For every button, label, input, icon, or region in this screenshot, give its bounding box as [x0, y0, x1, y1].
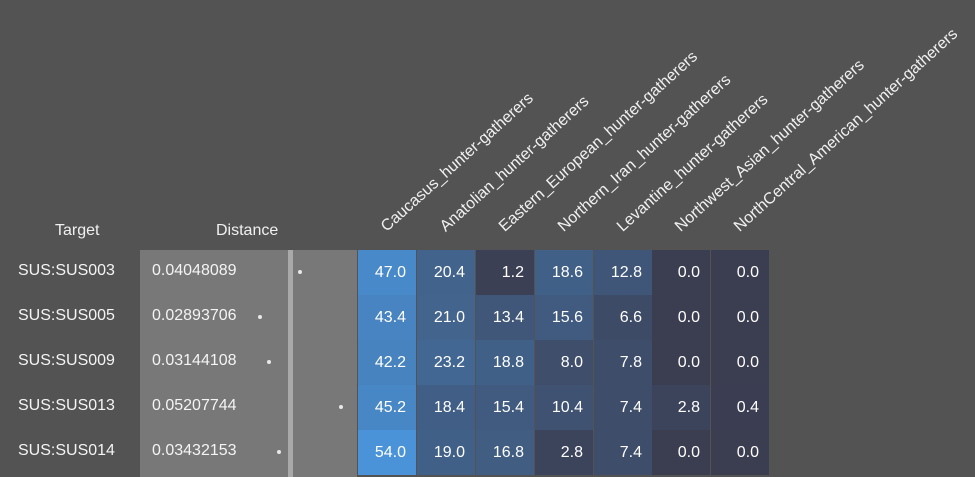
target-label: SUS:SUS005 [18, 307, 115, 324]
heatmap-cell: 7.4 [594, 430, 652, 475]
heatmap-cell: 18.4 [417, 385, 475, 430]
heatmap-cell: 0.4 [711, 385, 769, 430]
heatmap-cell: 43.4 [358, 295, 416, 340]
distance-header: Distance [216, 222, 279, 239]
heatmap-cell: 7.8 [594, 340, 652, 385]
heatmap-cell: 0.0 [711, 250, 769, 295]
distance-value: 0.05207744 [152, 397, 237, 414]
heatmap-cell: 12.8 [594, 250, 652, 295]
target-label: SUS:SUS003 [18, 262, 115, 279]
heatmap-cell: 54.0 [358, 430, 416, 475]
heatmap-cell: 20.4 [417, 250, 475, 295]
target-label: SUS:SUS014 [18, 442, 115, 459]
heatmap-cell: 0.0 [652, 295, 710, 340]
heatmap-cell: 13.4 [476, 295, 534, 340]
target-label: SUS:SUS009 [18, 352, 115, 369]
heatmap-cell: 2.8 [535, 430, 593, 475]
heatmap-cell: 2.8 [652, 385, 710, 430]
heatmap-cell: 18.6 [535, 250, 593, 295]
heatmap-cell: 0.0 [711, 430, 769, 475]
column-header: NorthCentral_American_hunter-gatherers [730, 25, 962, 236]
heatmap-cell: 1.2 [476, 250, 534, 295]
heatmap-cell: 0.0 [711, 340, 769, 385]
heatmap-cell: 19.0 [417, 430, 475, 475]
distance-dot [339, 405, 343, 409]
distance-value: 0.03144108 [152, 352, 237, 369]
heatmap-cell: 7.4 [594, 385, 652, 430]
table-row: SUS:SUS013 0.05207744 45.2 18.4 15.4 10.4 7.4 2… [0, 385, 975, 430]
distance-value: 0.02893706 [152, 307, 237, 324]
heatmap-cell: 18.8 [476, 340, 534, 385]
target-header: Target [55, 222, 100, 239]
distance-dot [267, 360, 271, 364]
heatmap-cell: 0.0 [711, 295, 769, 340]
table-row: SUS:SUS009 0.03144108 42.2 23.2 18.8 8.0 7.8 0.… [0, 340, 975, 385]
distance-value: 0.04048089 [152, 262, 237, 279]
heatmap-cell: 0.0 [652, 430, 710, 475]
heatmap-cell: 42.2 [358, 340, 416, 385]
distance-divider [288, 250, 293, 477]
heatmap-cell: 23.2 [417, 340, 475, 385]
heatmap-cell: 47.0 [358, 250, 416, 295]
heatmap-cell: 21.0 [417, 295, 475, 340]
heatmap-cell: 15.6 [535, 295, 593, 340]
heatmap-cell: 6.6 [594, 295, 652, 340]
distance-panel [140, 250, 357, 477]
heatmap-cell: 0.0 [652, 250, 710, 295]
heatmap-cell: 45.2 [358, 385, 416, 430]
table-row: SUS:SUS014 0.03432153 54.0 19.0 16.8 2.8 7.4 0.… [0, 430, 975, 475]
column-headers: Target Distance Caucasus_hunter-gatherer… [55, 25, 962, 239]
heatmap-cell: 16.8 [476, 430, 534, 475]
table-row: SUS:SUS003 0.04048089 47.0 20.4 1.2 18.6 12.8 0… [0, 250, 975, 295]
heatmap-cell: 8.0 [535, 340, 593, 385]
heatmap-cell: 10.4 [535, 385, 593, 430]
distance-dot [277, 450, 281, 454]
heatmap-cell: 15.4 [476, 385, 534, 430]
table-row: SUS:SUS005 0.02893706 43.4 21.0 13.4 15.6 6.6 0… [0, 295, 975, 340]
distance-value: 0.03432153 [152, 442, 237, 459]
distance-dot [258, 315, 262, 319]
target-label: SUS:SUS013 [18, 397, 115, 414]
distance-dot [298, 270, 302, 274]
heatmap-cell: 0.0 [652, 340, 710, 385]
